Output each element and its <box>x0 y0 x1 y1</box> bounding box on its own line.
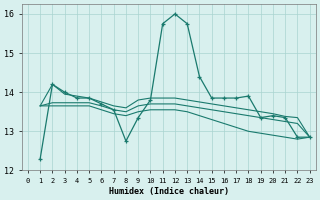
X-axis label: Humidex (Indice chaleur): Humidex (Indice chaleur) <box>109 187 229 196</box>
